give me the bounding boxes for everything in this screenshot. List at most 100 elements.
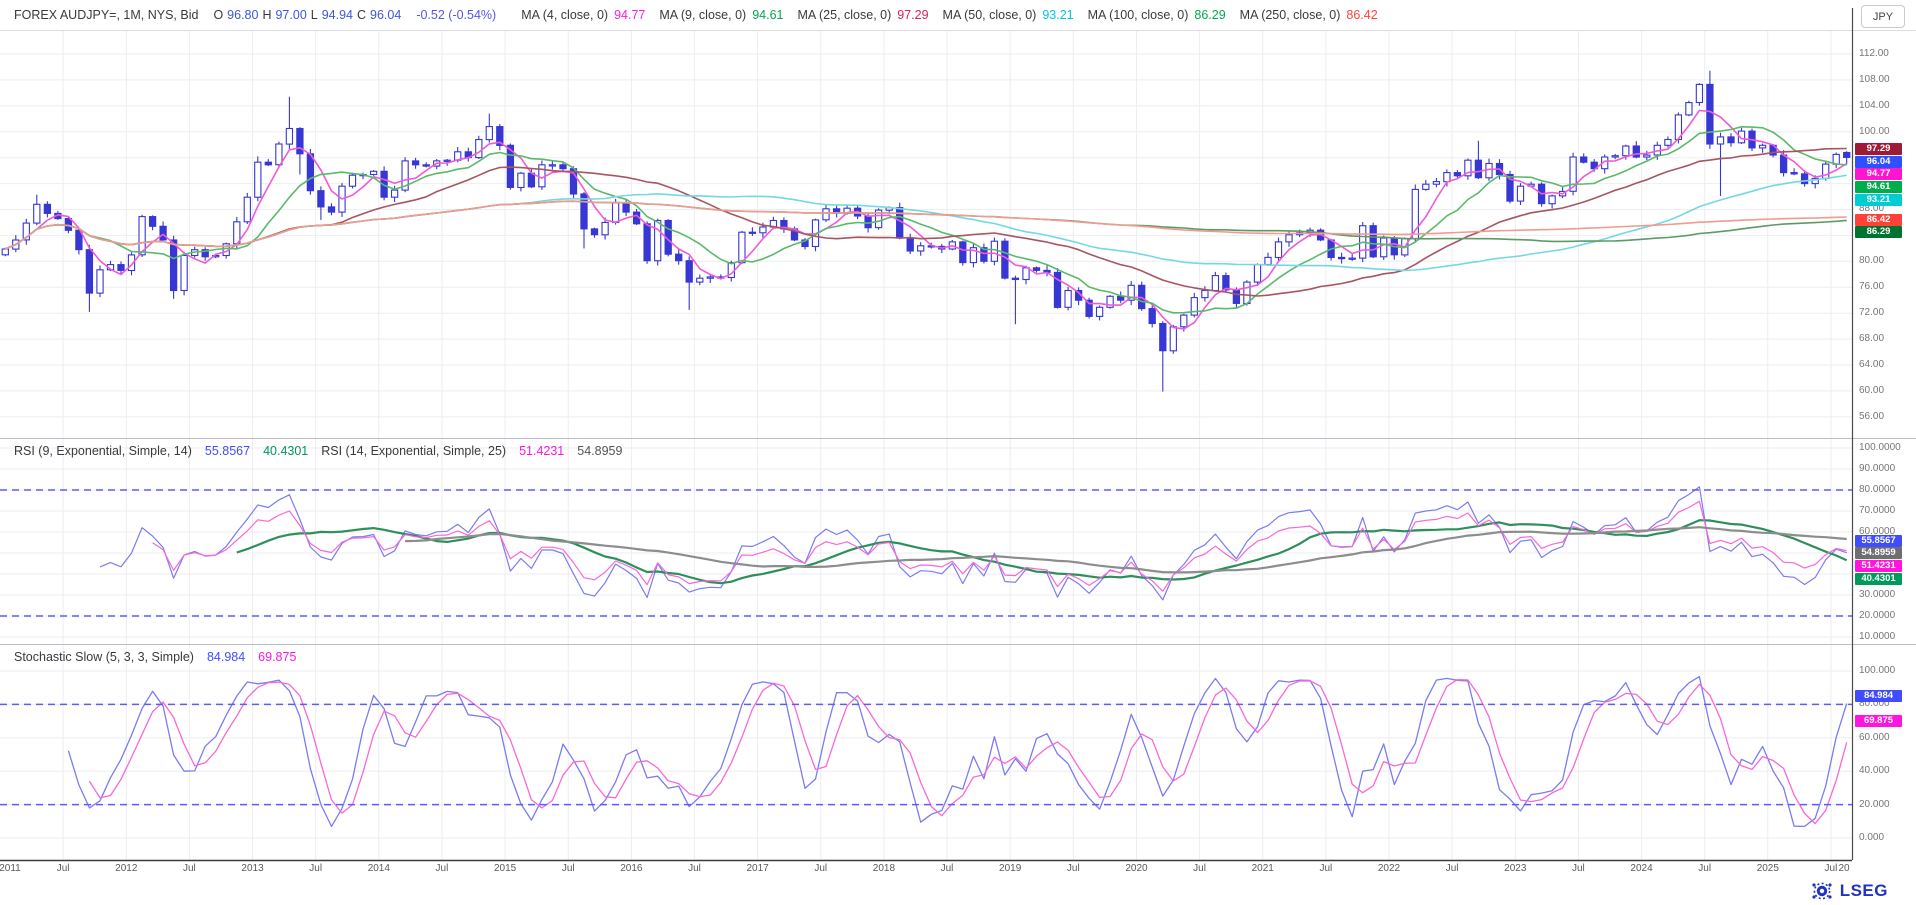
change-value: -0.52 (-0.54%) [416, 8, 497, 22]
legend-segment: Stochastic Slow (5, 3, 3, Simple) [14, 650, 194, 664]
legend-segment: 69.875 [258, 650, 297, 664]
axis-value-box: 97.29 [1855, 143, 1902, 156]
price-axis-tick: 64.00 [1859, 359, 1885, 371]
price-axis-tick: 76.00 [1859, 281, 1885, 293]
ma-legend-label: MA (4, close, 0) [521, 8, 609, 22]
lseg-logo-text: LSEG [1839, 881, 1888, 900]
ma-legend-item: MA (100, close, 0) 86.29 [1088, 8, 1226, 22]
ohlc-values: O 96.80 H 97.00 L 94.94 C 96.04 [213, 8, 401, 22]
time-axis-label: Jul [1319, 863, 1333, 874]
axis-value-box: 69.875 [1855, 715, 1902, 728]
price-axis-tick: 100.00 [1859, 125, 1890, 137]
legend-segment: 54.8959 [577, 444, 623, 458]
time-axis-label: Jul [1445, 863, 1459, 874]
time-axis-label: Jul [561, 863, 575, 874]
time-axis-label: 20 [1838, 863, 1850, 874]
time-axis-label: 2012 [115, 863, 138, 874]
legend-segment: 84.984 [206, 650, 246, 664]
ma-legend-label: MA (9, close, 0) [659, 8, 747, 22]
legend-segment: RSI (9, Exponential, Simple, 14) [14, 444, 192, 458]
rsi-axis-tick: 60.0000 [1859, 526, 1896, 537]
rsi-axis-tick: 20.0000 [1859, 610, 1896, 621]
time-axis-label: 2025 [1756, 863, 1779, 874]
rsi-axis-tick: 30.0000 [1859, 589, 1896, 600]
price-axis-tick: 72.00 [1859, 307, 1885, 319]
instrument-title: FOREX AUDJPY=, 1M, NYS, Bid [14, 8, 199, 22]
stoch-axis-tick: 40.000 [1859, 765, 1890, 777]
time-axis-label: Jul [183, 863, 196, 874]
stoch-legend: Stochastic Slow (5, 3, 3, Simple) 84.984 6… [14, 650, 296, 664]
ma-legend-value: 94.61 [752, 8, 784, 22]
time-axis-label: Jul [1193, 863, 1206, 874]
time-axis-label: 2021 [1251, 863, 1274, 874]
rsi-axis-tick: 80.0000 [1859, 484, 1896, 495]
main-price-pane[interactable] [0, 30, 1852, 437]
stochastic-pane[interactable] [0, 644, 1852, 860]
price-axis-tick: 112.00 [1859, 47, 1889, 59]
price-axis-tick: 56.00 [1859, 410, 1885, 422]
time-axis-label: 2018 [872, 863, 896, 874]
rsi-legend: RSI (9, Exponential, Simple, 14) 55.8567 4… [14, 444, 622, 458]
ma-legend-label: MA (25, close, 0) [797, 8, 892, 22]
ma-legend-item: MA (50, close, 0) 93.21 [943, 8, 1074, 22]
ohlc-value: 97.00 [275, 8, 307, 22]
time-axis-label: Jul [309, 863, 323, 874]
time-axis-label: Jul [435, 863, 449, 874]
stoch-axis-tick: 100.000 [1859, 665, 1896, 676]
time-axis-label: Jul [1824, 863, 1838, 874]
rsi-pane[interactable] [0, 440, 1852, 644]
time-axis-label: 2020 [1125, 863, 1148, 874]
ma-legend-value: 86.42 [1346, 8, 1378, 22]
ma-legend: MA (4, close, 0) 94.77 MA (9, close, 0) 94.… [511, 8, 1377, 22]
chart-legend-bar: FOREX AUDJPY=, 1M, NYS, Bid O 96.80 H 97.00… [0, 0, 1846, 30]
axis-value-box: 40.4301 [1855, 572, 1902, 585]
time-axis-label: 2016 [620, 863, 643, 874]
ma-legend-label: MA (100, close, 0) [1087, 8, 1189, 22]
time-axis-label: Jul [1572, 863, 1585, 874]
stoch-axis-tick: 60.000 [1859, 731, 1890, 743]
ma-legend-item: MA (250, close, 0) 86.42 [1240, 8, 1378, 22]
ma-legend-value: 86.29 [1194, 8, 1226, 22]
stoch-axis-tick: 20.000 [1859, 798, 1890, 810]
axis-value-box: 94.77 [1855, 168, 1902, 181]
time-axis-label: Jul [940, 863, 954, 874]
axis-value-box: 86.29 [1855, 226, 1902, 239]
legend-segment: 40.4301 [263, 444, 309, 458]
lseg-lion-icon [1812, 882, 1832, 900]
legend-segment: 55.8567 [204, 444, 251, 458]
time-axis-label: 2015 [493, 863, 517, 874]
axis-value-box: 51.4231 [1855, 559, 1902, 572]
stoch-axis-tick: 80.000 [1859, 698, 1890, 710]
ohlc-key: H [262, 8, 272, 22]
ma-legend-label: MA (250, close, 0) [1239, 8, 1341, 22]
time-axis-label: 2024 [1630, 863, 1653, 874]
price-axis-tick: 68.00 [1859, 333, 1885, 345]
ohlc-key: C [357, 8, 367, 22]
legend-segment: 51.4231 [519, 444, 565, 458]
lseg-logo: LSEG [1810, 880, 1888, 902]
axis-value-box: 55.8567 [1855, 534, 1902, 547]
price-axis-tick: 104.00 [1859, 99, 1890, 111]
ohlc-key: O [213, 8, 224, 22]
time-axis-label: 2017 [746, 863, 769, 874]
ohlc-item: O 96.80 [213, 8, 258, 22]
currency-axis-button[interactable]: JPY [1861, 5, 1905, 28]
ohlc-item: C 96.04 [357, 8, 401, 22]
time-axis-label: 2023 [1504, 863, 1527, 874]
ohlc-key: L [310, 8, 318, 22]
time-axis-label: Jul [1698, 863, 1712, 874]
axis-value-box: 96.04 [1855, 155, 1902, 168]
axis-value-box: 94.61 [1855, 181, 1902, 194]
ma-legend-label: MA (50, close, 0) [942, 8, 1037, 22]
rsi-axis-tick: 10.0000 [1859, 631, 1896, 642]
time-axis-label: Jul [688, 863, 701, 874]
time-axis-label: Jul [1066, 863, 1080, 874]
price-axis-tick: 108.00 [1859, 73, 1890, 85]
axis-value-box: 86.42 [1855, 213, 1902, 226]
ohlc-item: H 97.00 [262, 8, 306, 22]
ohlc-value: 94.94 [321, 8, 353, 22]
legend-segment: RSI (14, Exponential, Simple, 25) [321, 444, 507, 458]
price-axis-tick: 60.00 [1859, 384, 1885, 396]
